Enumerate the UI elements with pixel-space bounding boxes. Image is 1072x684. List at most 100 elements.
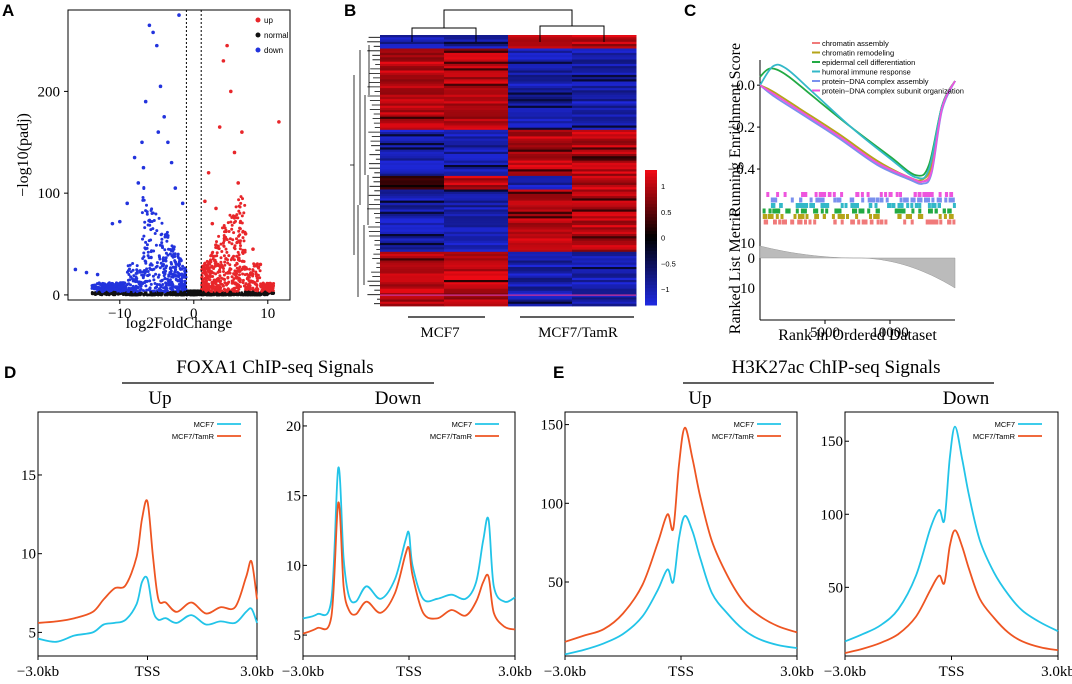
volcano-point <box>242 265 246 269</box>
volcano-point <box>174 263 178 266</box>
volcano-point <box>142 234 146 238</box>
heatmap-cell <box>508 70 573 74</box>
volcano-point <box>165 239 169 243</box>
heatmap-cell <box>508 123 573 126</box>
heatmap-cell <box>444 92 509 96</box>
volcano-point <box>160 279 164 283</box>
volcano-point <box>248 280 252 284</box>
hit-mark <box>897 203 901 208</box>
heatmap-cell <box>380 85 445 89</box>
heatmap-cell <box>508 92 573 96</box>
y-tick-label: 20 <box>286 419 301 435</box>
volcano-point <box>231 255 235 259</box>
volcano-point <box>145 212 149 216</box>
hit-mark <box>894 208 898 214</box>
heatmap-cell <box>444 145 509 148</box>
heatmap-cell <box>380 200 445 204</box>
heatmap-cell <box>572 169 637 172</box>
up-point <box>251 247 255 251</box>
volcano-point <box>235 266 239 270</box>
heatmap-cell <box>444 94 509 98</box>
heatmap-cell <box>508 238 573 241</box>
hit-mark <box>938 192 942 197</box>
heatmap-cell <box>444 88 509 91</box>
heatmap-cell <box>508 271 573 274</box>
heatmap-cell <box>508 251 573 255</box>
volcano-point <box>222 287 226 291</box>
volcano-point <box>247 283 251 287</box>
volcano-point <box>242 292 246 296</box>
heatmap-cell <box>380 202 445 206</box>
heatmap-cell <box>444 231 509 235</box>
heatmap-cell <box>444 123 509 126</box>
x-tick-label: −3.0kb <box>824 664 866 680</box>
volcano-point <box>158 283 162 287</box>
down-point <box>180 201 185 206</box>
heatmap-cell <box>572 52 637 56</box>
heatmap-cell <box>508 72 573 76</box>
volcano-point <box>216 244 220 248</box>
heatmap-cell <box>572 297 637 300</box>
heatmap-cell <box>444 225 509 228</box>
up-point <box>232 150 237 155</box>
down-point <box>169 160 174 165</box>
heatmap-cell <box>444 214 509 217</box>
heatmap-cell <box>508 293 573 296</box>
volcano-point <box>255 274 258 278</box>
heatmap-cell <box>444 269 509 272</box>
heatmap-cell <box>572 209 637 213</box>
hit-mark <box>772 208 776 214</box>
heatmap-cell <box>508 200 573 204</box>
heatmap-cell <box>444 264 509 268</box>
heatmap-cell <box>508 187 573 190</box>
hit-mark <box>943 214 947 219</box>
volcano-point <box>122 281 126 285</box>
heatmap-cell <box>508 101 573 104</box>
volcano-point <box>238 241 242 245</box>
hit-mark <box>888 192 892 197</box>
hit-mark <box>762 208 766 214</box>
heatmap-cell <box>380 118 445 122</box>
heatmap-cell <box>508 247 573 250</box>
y-tick-label: 0.0 <box>736 78 755 94</box>
volcano-point <box>209 260 213 263</box>
volcano-point <box>196 289 200 293</box>
heatmap-cell <box>444 211 509 215</box>
hit-mark <box>765 219 769 225</box>
heatmap-cell <box>380 143 445 146</box>
volcano-point <box>222 244 226 248</box>
hit-mark <box>903 197 907 203</box>
volcano-point <box>226 276 230 280</box>
heatmap-cell <box>380 156 445 159</box>
volcano-point <box>225 250 229 254</box>
heatmap-cell <box>380 260 445 264</box>
volcano-point <box>129 275 133 279</box>
hit-mark <box>814 192 818 197</box>
down-point <box>147 23 152 28</box>
heatmap-cell <box>572 216 637 219</box>
volcano-point <box>235 272 239 276</box>
y-tick-label: 100 <box>38 186 61 202</box>
x-tick-label: 3.0kb <box>240 664 274 680</box>
volcano-point <box>250 293 254 297</box>
hit-mark <box>800 203 804 208</box>
volcano-point <box>145 243 149 247</box>
volcano-point <box>241 281 245 285</box>
volcano-point <box>149 282 153 286</box>
heatmap-cell <box>380 191 445 195</box>
x-tick-label: 0 <box>190 306 198 322</box>
volcano-point <box>253 282 257 285</box>
volcano-point <box>135 290 139 294</box>
hit-mark <box>867 208 871 214</box>
volcano-point <box>223 260 227 264</box>
volcano-point <box>205 259 209 263</box>
volcano-point <box>230 227 234 231</box>
volcano-point <box>127 290 131 293</box>
volcano-point <box>145 203 148 207</box>
heatmap-cell <box>508 99 573 102</box>
volcano-point <box>233 269 237 273</box>
heatmap-cell <box>572 198 637 201</box>
x-tick-label: −3.0kb <box>17 664 59 680</box>
volcano-point <box>140 211 144 215</box>
volcano-point <box>142 186 146 189</box>
